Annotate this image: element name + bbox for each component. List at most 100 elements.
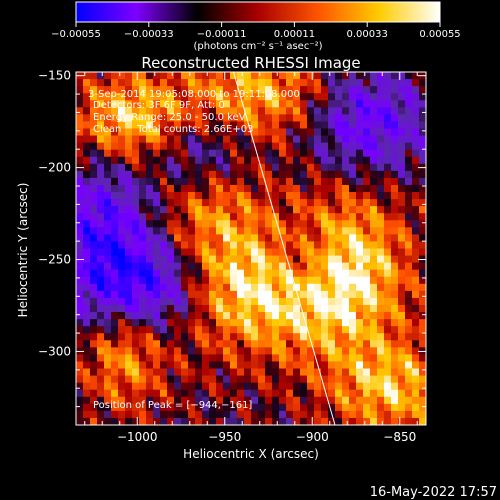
heatmap-cell: [419, 170, 426, 179]
heatmap-cell: [356, 234, 364, 242]
heatmap-cell: [384, 417, 392, 425]
heatmap-cell: [188, 107, 196, 115]
heatmap-cell: [328, 213, 336, 221]
heatmap-cell: [160, 382, 168, 391]
heatmap-cell: [174, 149, 182, 158]
heatmap-cell: [314, 93, 322, 101]
heatmap-cell: [335, 114, 343, 122]
heatmap-cell: [335, 234, 343, 242]
heatmap-cell: [216, 361, 224, 369]
heatmap-cell: [405, 184, 413, 193]
heatmap-cell: [216, 283, 224, 292]
heatmap-cell: [370, 290, 378, 299]
heatmap-cell: [349, 375, 357, 384]
heatmap-cell: [125, 326, 133, 334]
heatmap-cell: [391, 206, 399, 214]
heatmap-cell: [230, 290, 238, 299]
heatmap-cell: [405, 241, 413, 249]
heatmap-cell: [377, 255, 385, 264]
heatmap-cell: [314, 170, 322, 179]
heatmap-cell: [258, 100, 266, 108]
heatmap-cell: [181, 170, 189, 179]
heatmap-cell: [258, 114, 266, 122]
heatmap-cell: [307, 269, 315, 278]
heatmap-cell: [265, 79, 273, 87]
colorbar-tick-label: 0.00055: [419, 29, 460, 40]
heatmap-cell: [111, 227, 119, 235]
heatmap-cell: [398, 100, 406, 108]
heatmap-cell: [174, 276, 182, 285]
heatmap-cell: [377, 163, 385, 172]
heatmap-cell: [167, 361, 175, 369]
heatmap-cell: [258, 403, 266, 412]
heatmap-cell: [251, 326, 259, 334]
heatmap-cell: [146, 354, 154, 362]
heatmap-cell: [314, 319, 322, 327]
heatmap-cell: [139, 170, 147, 179]
heatmap-cell: [76, 227, 84, 235]
heatmap-cell: [76, 79, 84, 87]
heatmap-cell: [188, 248, 196, 256]
heatmap-cell: [321, 241, 329, 249]
heatmap-cell: [377, 234, 385, 242]
heatmap-cell: [363, 72, 371, 80]
heatmap-cell: [412, 368, 420, 376]
heatmap-cell: [216, 255, 224, 264]
heatmap-cell: [370, 199, 378, 207]
heatmap-cell: [328, 340, 336, 348]
heatmap-cell: [188, 114, 196, 122]
heatmap-cell: [202, 121, 210, 129]
heatmap-cell: [321, 417, 329, 425]
heatmap-cell: [188, 86, 196, 94]
heatmap-cell: [384, 319, 392, 327]
heatmap-cell: [405, 396, 413, 405]
heatmap-cell: [202, 269, 210, 278]
heatmap-cell: [132, 389, 140, 398]
heatmap-cell: [370, 184, 378, 193]
heatmap-cell: [111, 199, 119, 207]
heatmap-cell: [125, 340, 133, 348]
heatmap-cell: [314, 192, 322, 200]
heatmap-cell: [265, 170, 273, 179]
heatmap-cell: [167, 368, 175, 376]
heatmap-cell: [230, 199, 238, 207]
heatmap-cell: [181, 100, 189, 108]
heatmap-cell: [125, 163, 133, 172]
heatmap-cell: [391, 79, 399, 87]
heatmap-cell: [174, 114, 182, 122]
heatmap-cell: [174, 354, 182, 362]
heatmap-cell: [356, 326, 364, 334]
heatmap-cell: [328, 206, 336, 214]
heatmap-cell: [335, 79, 343, 87]
heatmap-cell: [174, 135, 182, 143]
heatmap-cell: [419, 156, 426, 165]
heatmap-cell: [384, 340, 392, 348]
heatmap-cell: [272, 93, 280, 101]
heatmap-cell: [363, 276, 371, 285]
heatmap-cell: [384, 114, 392, 122]
heatmap-cell: [328, 417, 336, 425]
heatmap-cell: [90, 234, 98, 242]
heatmap-cell: [146, 114, 154, 122]
time-range-text: 3-Sep-2014 19:05:08.000 to 19:11:08.000: [88, 89, 300, 100]
heatmap-cell: [349, 276, 357, 285]
heatmap-cell: [230, 135, 238, 143]
energy-range-text: Energy Range: 25.0 - 50.0 keV: [93, 112, 246, 123]
heatmap-cell: [265, 368, 273, 376]
heatmap-cell: [265, 297, 273, 306]
heatmap-cell: [307, 347, 315, 355]
heatmap-cell: [314, 100, 322, 108]
heatmap-cell: [405, 304, 413, 313]
heatmap-cell: [377, 389, 385, 398]
heatmap-cell: [139, 347, 147, 355]
heatmap-cell: [279, 410, 287, 419]
heatmap-cell: [349, 93, 357, 101]
heatmap-cell: [104, 361, 112, 369]
heatmap-cell: [321, 410, 329, 419]
heatmap-cell: [118, 354, 126, 362]
heatmap-cell: [251, 241, 259, 249]
heatmap-cell: [412, 396, 420, 405]
heatmap-cell: [223, 276, 231, 285]
heatmap-cell: [377, 262, 385, 271]
heatmap-cell: [97, 276, 105, 285]
